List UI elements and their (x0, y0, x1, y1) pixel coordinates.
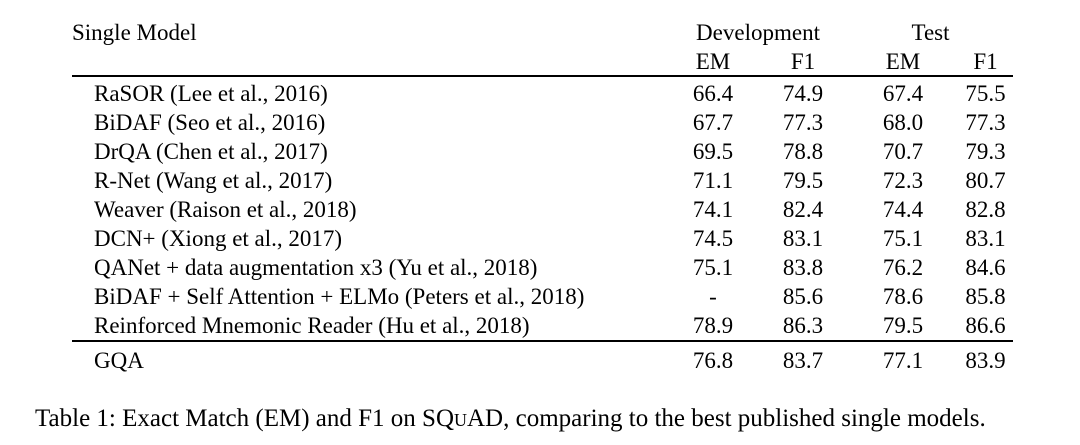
score-cell: 77.3 (782, 110, 824, 135)
score-cell: 69.5 (692, 139, 734, 164)
score-cell: 82.8 (965, 197, 1006, 222)
score-cell: 77.3 (965, 110, 1006, 135)
score-cell: 83.1 (965, 226, 1006, 251)
gqa-row: GQA 76.8 83.7 77.1 83.9 (72, 340, 1013, 380)
table-row: BiDAF + Self Attention + ELMo (Peters et… (72, 282, 1013, 311)
model-cell: DCN+ (Xiong et al., 2017) (94, 226, 343, 251)
score-cell: 74.1 (692, 197, 734, 222)
score-cell: 76.2 (882, 255, 924, 280)
table-row: R-Net (Wang et al., 2017) 71.1 79.5 72.3… (72, 166, 1013, 195)
score-cell: 77.1 (848, 340, 958, 380)
model-cell: Reinforced Mnemonic Reader (Hu et al., 2… (94, 313, 530, 338)
score-cell: 83.8 (782, 255, 824, 280)
score-cell: - (709, 284, 717, 309)
table-row: Reinforced Mnemonic Reader (Hu et al., 2… (72, 311, 1013, 341)
test-f1-header: F1 (958, 48, 1013, 77)
score-cell: 83.1 (782, 226, 824, 251)
score-cell: 76.8 (668, 340, 758, 380)
score-cell: 86.6 (965, 313, 1006, 338)
score-cell: 82.4 (782, 197, 824, 222)
score-cell: 70.7 (882, 139, 924, 164)
score-cell: 78.8 (782, 139, 824, 164)
sub-header-row: EM F1 EM F1 (72, 48, 1013, 77)
model-cell: DrQA (Chen et al., 2017) (94, 139, 328, 164)
test-em-header: EM (848, 48, 958, 77)
score-cell: 72.3 (882, 168, 924, 193)
model-cell: BiDAF (Seo et al., 2016) (94, 110, 326, 135)
score-cell: 83.9 (958, 340, 1013, 380)
score-cell: 74.9 (782, 81, 824, 106)
score-cell: 75.1 (882, 226, 924, 251)
caption-suffix: , comparing to the best published single… (503, 405, 986, 432)
score-cell: 86.3 (782, 313, 824, 338)
score-cell: 79.5 (882, 313, 924, 338)
score-cell: 75.1 (692, 255, 734, 280)
score-cell: 79.5 (782, 168, 824, 193)
score-cell: 79.3 (965, 139, 1006, 164)
table-header: Single Model Development Test EM F1 EM F… (72, 18, 1013, 77)
model-cell: GQA (72, 340, 668, 380)
model-cell: BiDAF + Self Attention + ELMo (Peters et… (94, 284, 585, 309)
score-cell: 84.6 (965, 255, 1006, 280)
score-cell: 85.8 (965, 284, 1006, 309)
model-cell: RaSOR (Lee et al., 2016) (94, 81, 328, 106)
score-cell: 68.0 (882, 110, 924, 135)
table-row: QANet + data augmentation x3 (Yu et al.,… (72, 253, 1013, 282)
score-cell: 66.4 (692, 81, 734, 106)
model-cell: Weaver (Raison et al., 2018) (94, 197, 357, 222)
model-cell: R-Net (Wang et al., 2017) (94, 168, 333, 193)
score-cell: 74.5 (692, 226, 734, 251)
score-cell: 80.7 (965, 168, 1006, 193)
table-row: DrQA (Chen et al., 2017) 69.5 78.8 70.7 … (72, 137, 1013, 166)
score-cell: 75.5 (965, 81, 1006, 106)
model-column-header: Single Model (72, 18, 668, 77)
development-group-header: Development (696, 20, 820, 45)
group-header-row: Single Model Development Test (72, 18, 1013, 77)
score-cell: 83.7 (758, 340, 848, 380)
table-row: DCN+ (Xiong et al., 2017) 74.5 83.1 75.1… (72, 224, 1013, 253)
score-cell: 74.4 (882, 197, 924, 222)
results-table: Single Model Development Test EM F1 EM F… (72, 18, 1013, 380)
table-row: RaSOR (Lee et al., 2016) 66.4 74.9 67.4 … (72, 76, 1013, 108)
score-cell: 67.7 (692, 110, 734, 135)
caption-prefix: Table 1: Exact Match (EM) and F1 on (35, 405, 423, 432)
table-row: BiDAF (Seo et al., 2016) 67.7 77.3 68.0 … (72, 108, 1013, 137)
score-cell: 78.6 (882, 284, 924, 309)
paper-page: Single Model Development Test EM F1 EM F… (0, 18, 1080, 445)
dataset-name: SQuAD (422, 405, 504, 432)
model-cell: QANet + data augmentation x3 (Yu et al.,… (94, 255, 538, 280)
table-row: Weaver (Raison et al., 2018) 74.1 82.4 7… (72, 195, 1013, 224)
score-cell: 78.9 (692, 313, 734, 338)
table-caption: Table 1: Exact Match (EM) and F1 on SQuA… (35, 404, 1080, 434)
dev-em-header: EM (668, 48, 758, 77)
score-cell: 67.4 (882, 81, 924, 106)
score-cell: 71.1 (692, 168, 734, 193)
score-cell: 85.6 (782, 284, 824, 309)
test-group-header: Test (911, 20, 950, 45)
table-body: RaSOR (Lee et al., 2016) 66.4 74.9 67.4 … (72, 76, 1013, 380)
dev-f1-header: F1 (758, 48, 848, 77)
